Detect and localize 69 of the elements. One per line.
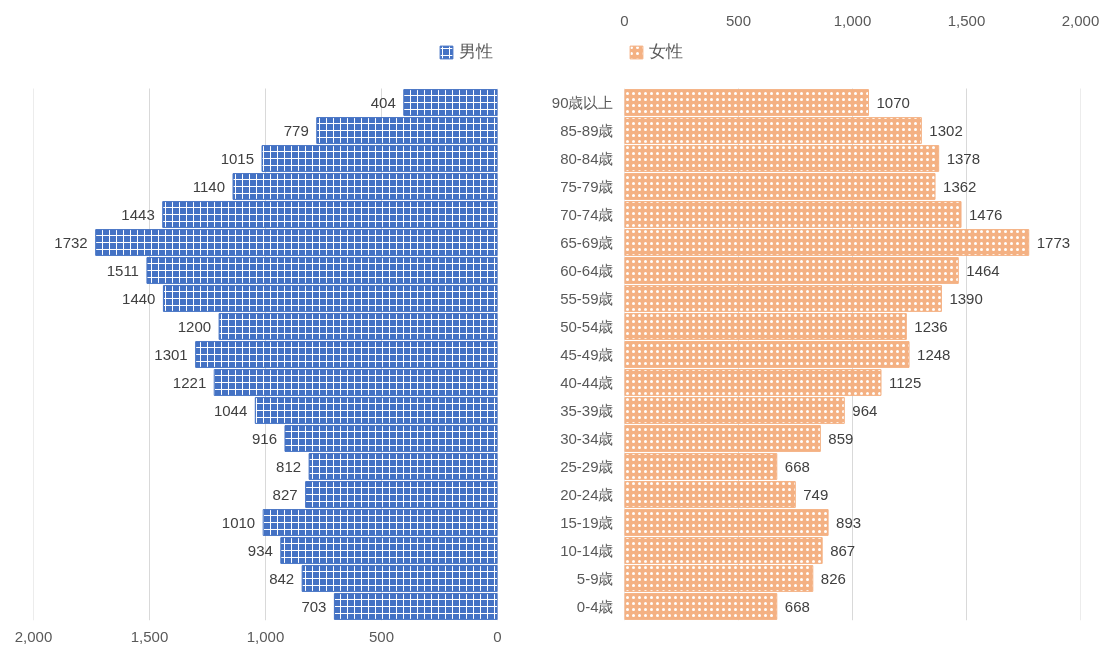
data-label: 1378 — [946, 149, 981, 167]
data-label: 1140 — [192, 177, 226, 195]
data-label: 964 — [852, 401, 878, 419]
data-label: 1015 — [220, 149, 255, 167]
y-tick-label: 15-19歳 — [560, 514, 614, 531]
y-tick-label: 80-84歳 — [560, 150, 614, 167]
y-tick-label: 40-44歳 — [560, 374, 614, 391]
data-label: 1221 — [172, 373, 207, 391]
x-tick-label: 500 — [368, 627, 395, 645]
data-label: 1248 — [917, 345, 951, 363]
data-label: 893 — [836, 513, 862, 531]
data-label: 404 — [370, 93, 396, 111]
data-label: 859 — [828, 429, 854, 447]
y-tick-label: 45-49歳 — [560, 346, 614, 363]
x-tick-label: 1,000 — [246, 627, 285, 645]
data-label: 1390 — [949, 289, 983, 307]
x2-tick-label: 1,500 — [947, 11, 986, 29]
data-label: 1070 — [876, 93, 910, 111]
data-label: 1773 — [1036, 233, 1071, 251]
data-label: 1125 — [889, 373, 922, 391]
x-tick-label: 0 — [493, 627, 502, 645]
y-tick-label: 85-89歳 — [560, 122, 614, 139]
data-label: 1464 — [966, 261, 1000, 279]
x2-tick-label: 2,000 — [1061, 11, 1100, 29]
data-label: 1301 — [154, 345, 188, 363]
data-label: 749 — [803, 485, 829, 503]
data-label: 1010 — [221, 513, 256, 531]
y-tick-label: 0-4歳 — [576, 598, 614, 615]
data-label: 1200 — [177, 317, 212, 335]
x2-tick-label: 1,000 — [833, 11, 872, 29]
data-label: 934 — [247, 541, 273, 559]
data-label: 1440 — [122, 289, 156, 307]
x-tick-label: 1,500 — [130, 627, 169, 645]
data-label: 842 — [269, 569, 295, 587]
y-tick-label: 10-14歳 — [560, 542, 614, 559]
data-label: 1236 — [914, 317, 948, 335]
data-label: 1511 — [106, 261, 139, 279]
y-tick-label: 25-29歳 — [560, 458, 614, 475]
y-tick-label: 20-24歳 — [560, 486, 614, 503]
y-tick-label: 60-64歳 — [560, 262, 614, 279]
data-label: 1044 — [213, 401, 248, 419]
legend-label: 女性 — [649, 41, 683, 63]
y-tick-label: 55-59歳 — [560, 290, 614, 307]
data-label: 1302 — [929, 121, 963, 139]
data-label: 916 — [251, 429, 277, 447]
data-label: 668 — [784, 597, 810, 615]
data-label: 812 — [276, 457, 302, 475]
legend-label: 男性 — [459, 41, 493, 63]
data-label: 779 — [283, 121, 309, 139]
x-tick-label: 2,000 — [14, 627, 53, 645]
x2-tick-label: 0 — [620, 11, 629, 29]
y-tick-label: 30-34歳 — [560, 430, 614, 447]
y-tick-label: 90歳以上 — [551, 94, 614, 111]
data-label: 1732 — [54, 233, 88, 251]
y-tick-label: 50-54歳 — [560, 318, 614, 335]
y-tick-label: 35-39歳 — [560, 402, 614, 419]
data-label: 867 — [830, 541, 856, 559]
data-label: 826 — [820, 569, 846, 587]
data-label: 1476 — [969, 205, 1003, 223]
data-label: 1443 — [121, 205, 155, 223]
data-label: 703 — [301, 597, 327, 615]
data-label: 668 — [784, 457, 810, 475]
y-tick-label: 65-69歳 — [560, 234, 614, 251]
x2-tick-label: 500 — [725, 11, 752, 29]
y-tick-label: 5-9歳 — [576, 570, 614, 587]
data-label: 827 — [272, 485, 298, 503]
y-tick-label: 70-74歳 — [560, 206, 614, 223]
y-tick-label: 75-79歳 — [560, 178, 614, 195]
data-label: 1362 — [943, 177, 977, 195]
